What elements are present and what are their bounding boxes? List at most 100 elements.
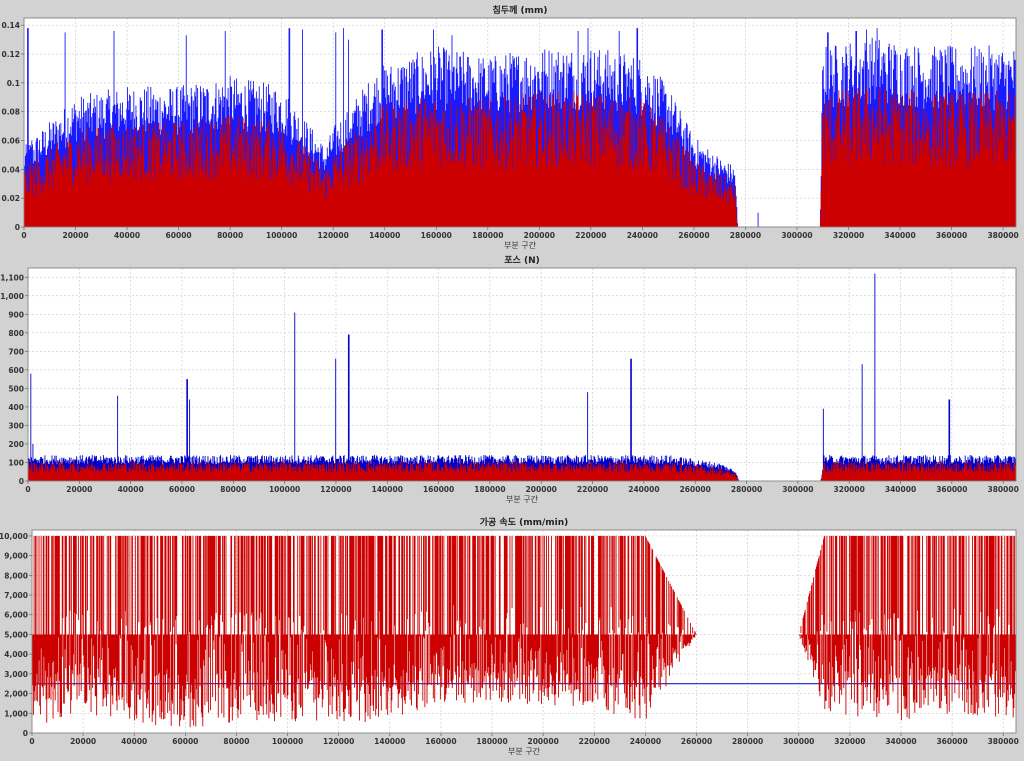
y-tick-label: 100 xyxy=(8,458,24,467)
force-chart: 0 20000 40000 60000 80000 100000 120000 140000 1… xyxy=(0,255,1019,504)
y-tick-label: 1,000 xyxy=(0,292,24,301)
y-tick-label: 300 xyxy=(8,421,24,430)
x-tick-label: 180000 xyxy=(474,485,505,494)
x-tick-label: 260000 xyxy=(680,485,711,494)
x-tick-label: 160000 xyxy=(423,485,454,494)
x-tick-label: 320000 xyxy=(834,737,865,746)
chart-panel-speed: 0 20000 40000 60000 80000 100000 120000 140000 1… xyxy=(0,508,1024,761)
x-tick-label: 140000 xyxy=(372,485,403,494)
series-red xyxy=(24,87,1016,227)
x-tick-label: 360000 xyxy=(936,485,967,494)
x-tick-label: 80000 xyxy=(223,737,249,746)
x-tick-label: 240000 xyxy=(630,737,661,746)
x-tick-label: 260000 xyxy=(678,231,709,240)
y-tick-label: 800 xyxy=(8,329,24,338)
axis-frame xyxy=(23,17,1017,228)
series-line xyxy=(24,87,1016,227)
x-tick-label: 280000 xyxy=(732,737,763,746)
x-tick-label: 180000 xyxy=(472,231,503,240)
x-tick-label: 260000 xyxy=(681,737,712,746)
x-axis-label: 부분 구간 xyxy=(508,746,541,756)
x-tick-label: 200000 xyxy=(524,231,555,240)
x-tick-label: 0 xyxy=(21,231,26,240)
x-tick-label: 360000 xyxy=(936,737,967,746)
chart-title: 침두께 (mm) xyxy=(493,4,548,16)
y-tick-label: 0 xyxy=(23,729,28,738)
x-tick-label: 320000 xyxy=(834,485,865,494)
x-tick-label: 80000 xyxy=(217,231,243,240)
x-tick-label: 140000 xyxy=(374,737,405,746)
x-tick-label: 140000 xyxy=(369,231,400,240)
x-tick-label: 340000 xyxy=(885,737,916,746)
chart-title: 포스 (N) xyxy=(504,255,539,266)
y-tick-label: 500 xyxy=(8,384,24,393)
x-tick-label: 20000 xyxy=(70,737,96,746)
y-tick-label: 1,100 xyxy=(0,273,24,282)
x-tick-label: 40000 xyxy=(118,485,144,494)
x-tick-label: 300000 xyxy=(781,231,812,240)
y-tick-label: 600 xyxy=(8,366,24,375)
x-tick-label: 160000 xyxy=(425,737,456,746)
y-tick-label: 4,000 xyxy=(4,650,28,659)
chart-title: 가공 속도 (mm/min) xyxy=(480,516,569,528)
y-tick-label: 1,000 xyxy=(4,709,28,718)
y-tick-label: 8,000 xyxy=(4,571,28,580)
series-red xyxy=(28,461,1016,481)
x-tick-label: 120000 xyxy=(318,231,349,240)
x-tick-label: 240000 xyxy=(627,231,658,240)
x-tick-label: 200000 xyxy=(526,485,557,494)
x-tick-label: 40000 xyxy=(121,737,147,746)
y-tick-label: 200 xyxy=(8,440,24,449)
y-tick-label: 0.08 xyxy=(1,108,20,117)
x-tick-label: 60000 xyxy=(172,737,198,746)
x-tick-label: 280000 xyxy=(730,231,761,240)
x-tick-label: 380000 xyxy=(987,231,1018,240)
y-tick-label: 0.14 xyxy=(1,21,20,30)
axis-frame xyxy=(27,267,1017,482)
x-tick-label: 320000 xyxy=(833,231,864,240)
x-tick-label: 220000 xyxy=(577,485,608,494)
chart-panel-force: 0 20000 40000 60000 80000 100000 120000 140000 1… xyxy=(0,254,1024,508)
x-tick-label: 300000 xyxy=(782,485,813,494)
x-tick-label: 240000 xyxy=(628,485,659,494)
x-tick-label: 160000 xyxy=(421,231,452,240)
x-axis-label: 부분 구간 xyxy=(506,494,539,504)
y-tick-label: 5,000 xyxy=(4,630,28,639)
plot-area xyxy=(27,267,1017,482)
x-tick-label: 100000 xyxy=(269,485,300,494)
x-tick-label: 360000 xyxy=(936,231,967,240)
x-tick-label: 100000 xyxy=(272,737,303,746)
x-tick-label: 300000 xyxy=(783,737,814,746)
x-tick-label: 220000 xyxy=(575,231,606,240)
y-tick-label: 3,000 xyxy=(4,670,28,679)
y-tick-label: 0.02 xyxy=(1,194,20,203)
x-tick-label: 20000 xyxy=(62,231,88,240)
y-tick-label: 9,000 xyxy=(4,552,28,561)
x-tick-label: 340000 xyxy=(884,231,915,240)
x-tick-label: 280000 xyxy=(731,485,762,494)
x-tick-label: 40000 xyxy=(114,231,140,240)
speed-chart: 0 20000 40000 60000 80000 100000 120000 140000 1… xyxy=(0,516,1019,756)
x-tick-label: 380000 xyxy=(988,485,1019,494)
y-tick-label: 0.04 xyxy=(1,165,20,174)
x-tick-label: 100000 xyxy=(266,231,297,240)
y-tick-label: 7,000 xyxy=(4,591,28,600)
y-tick-label: 900 xyxy=(8,310,24,319)
y-tick-label: 0.1 xyxy=(7,79,20,88)
x-tick-label: 80000 xyxy=(220,485,246,494)
y-tick-label: 0 xyxy=(15,223,20,232)
y-tick-label: 10,000 xyxy=(0,532,28,541)
y-tick-label: 0.12 xyxy=(1,50,20,59)
x-tick-label: 60000 xyxy=(166,231,192,240)
series-line xyxy=(28,461,1016,481)
x-tick-label: 340000 xyxy=(885,485,916,494)
x-tick-label: 60000 xyxy=(169,485,195,494)
y-tick-label: 0.06 xyxy=(1,137,20,146)
y-tick-label: 2,000 xyxy=(4,690,28,699)
x-tick-label: 180000 xyxy=(476,737,507,746)
thickness-chart: 0 20000 40000 60000 80000 100000 120000 140000 1… xyxy=(1,4,1018,250)
x-tick-label: 0 xyxy=(29,737,34,746)
x-tick-label: 120000 xyxy=(323,737,354,746)
y-tick-label: 6,000 xyxy=(4,611,28,620)
x-tick-label: 120000 xyxy=(320,485,351,494)
